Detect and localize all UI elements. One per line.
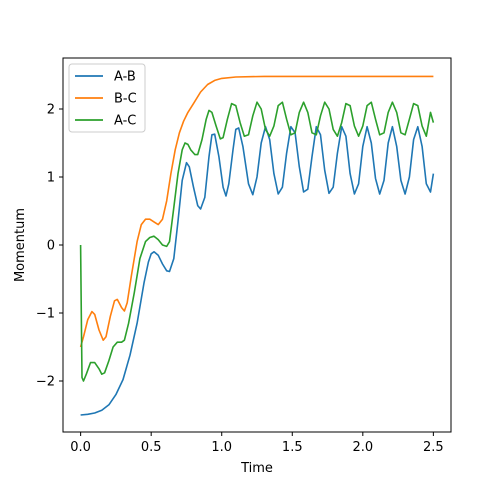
x-axis: 0.0 0.5 1.0 1.5 2.0 2.5 xyxy=(70,432,444,455)
y-axis: −2 −1 0 1 2 xyxy=(36,103,63,390)
y-tick-label: 1 xyxy=(47,171,55,186)
series-line-a-c xyxy=(79,101,435,382)
legend-label-a-b: A-B xyxy=(114,70,136,85)
y-tick-label: −2 xyxy=(36,375,55,390)
y-axis-label: Momentum xyxy=(13,208,28,282)
x-axis-label: Time xyxy=(240,461,273,476)
legend: A-B B-C A-C xyxy=(68,63,146,133)
y-tick-label: 0 xyxy=(47,239,55,254)
x-tick-label: 2.5 xyxy=(423,440,444,455)
x-tick-label: 0.0 xyxy=(70,440,91,455)
y-tick-label: 2 xyxy=(47,103,55,118)
x-tick-label: 2.0 xyxy=(352,440,373,455)
x-tick-label: 1.0 xyxy=(211,440,232,455)
y-tick-label: −1 xyxy=(36,307,55,322)
series-line-b-c xyxy=(79,75,434,348)
legend-label-a-c: A-C xyxy=(114,114,136,129)
x-tick-label: 0.5 xyxy=(141,440,162,455)
x-tick-label: 1.5 xyxy=(282,440,303,455)
series-lines xyxy=(79,75,435,416)
legend-box xyxy=(68,63,146,133)
series-line-a-b xyxy=(80,125,435,416)
legend-label-b-c: B-C xyxy=(114,92,137,107)
